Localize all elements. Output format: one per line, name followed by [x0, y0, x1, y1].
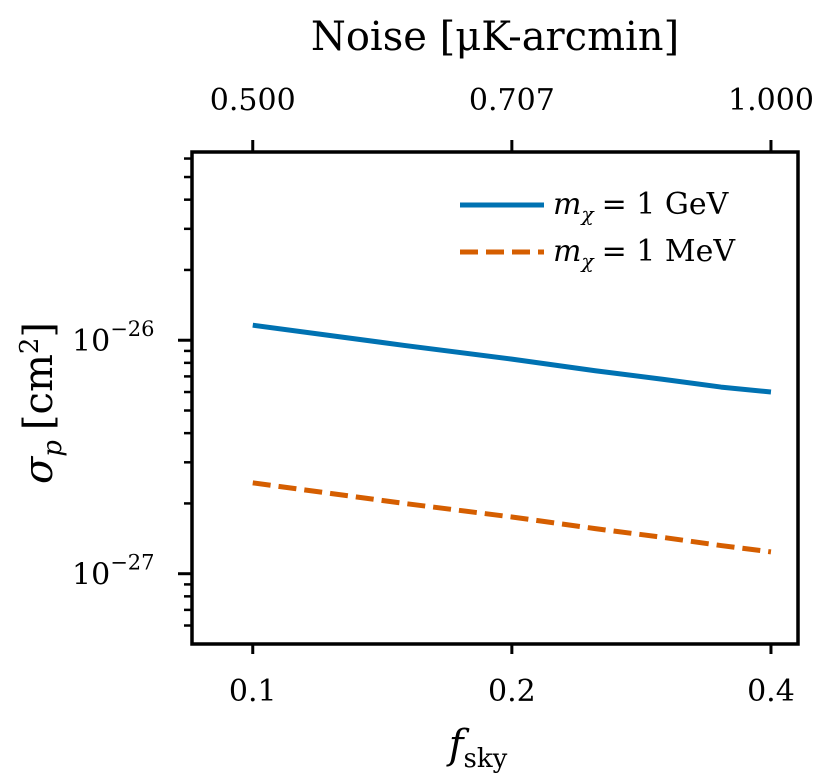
top-tick-label-2: 1.000 [728, 83, 814, 118]
legend-label-gev-sub: χ [579, 202, 595, 226]
top-tick-label-1: 0.707 [469, 83, 555, 118]
y-tick-exponent: −27 [110, 551, 154, 575]
series-line-0 [252, 322, 772, 395]
legend-label-mev-rest: = 1 MeV [602, 234, 737, 269]
series-line-1 [252, 480, 772, 555]
y-tick-exponent: −26 [110, 317, 154, 341]
top-axis-ticks: 0.500 0.707 1.000 [210, 83, 814, 152]
y-axis-title-sub: p [38, 440, 68, 457]
legend-label-gev-rest: = 1 GeV [602, 187, 730, 222]
y-axis-title-base: σ [16, 455, 62, 484]
y-axis-title: σp [cm2] [15, 322, 68, 484]
x-tick-label-2: 0.4 [747, 674, 795, 709]
y-axis-title-unit-close: ] [16, 322, 62, 338]
top-tick-label-0: 0.500 [210, 83, 296, 118]
legend-label-mev-base: m [553, 234, 581, 269]
legend-label-gev-base: m [553, 187, 581, 222]
x-axis-ticks: 0.1 0.2 0.4 [229, 644, 795, 709]
legend-label-mev-sub: χ [579, 249, 595, 273]
series-layer [252, 322, 772, 555]
y-tick-base: 10 [72, 324, 110, 359]
y-axis-title-unit-open: [cm [16, 354, 62, 430]
top-axis-title: Noise [μK-arcmin] [311, 14, 679, 60]
legend-label-mev: mχ = 1 MeV [553, 234, 736, 273]
y-major-tick-label-0: 10−27 [72, 551, 155, 593]
x-tick-label-1: 0.2 [488, 674, 536, 709]
y-tick-base: 10 [72, 558, 110, 593]
legend: mχ = 1 GeV mχ = 1 MeV [460, 187, 736, 273]
plot-frame [190, 150, 800, 646]
legend-label-gev: mχ = 1 GeV [553, 187, 730, 226]
x-tick-label-0: 0.1 [229, 674, 277, 709]
y-major-tick-label-1: 10−26 [72, 317, 155, 359]
y-axis-title-unit-exp: 2 [15, 338, 45, 355]
x-axis-title-sub: sky [464, 744, 508, 774]
